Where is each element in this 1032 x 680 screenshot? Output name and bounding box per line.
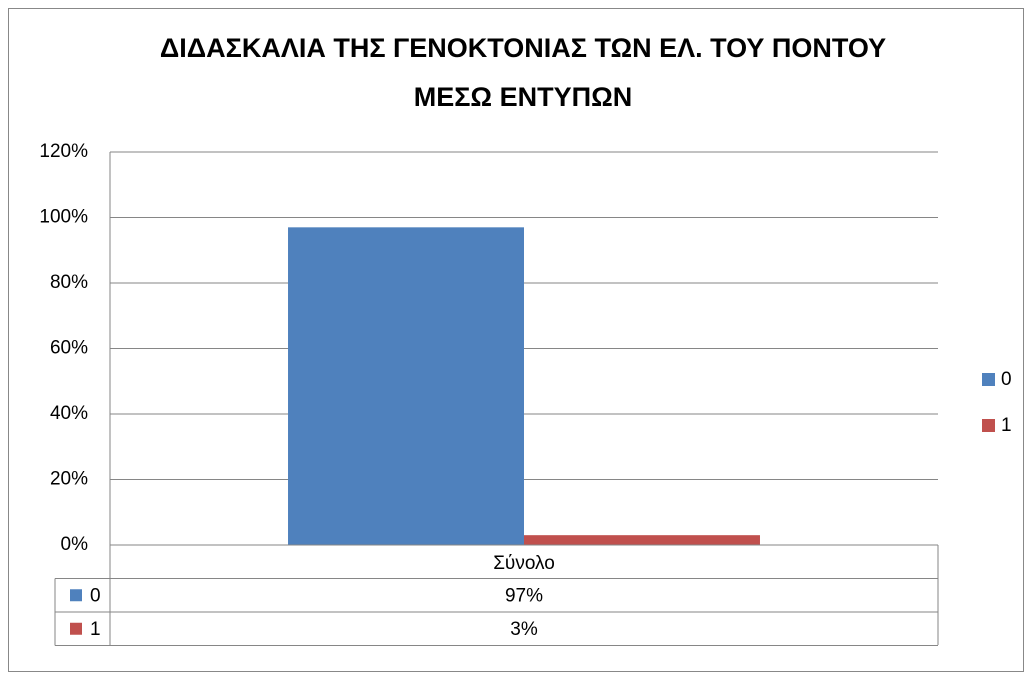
bar — [524, 535, 760, 545]
y-tick-label: 40% — [50, 403, 88, 424]
legend-swatch — [70, 589, 82, 602]
y-tick-label: 60% — [50, 338, 88, 359]
y-tick-label: 0% — [61, 534, 89, 555]
y-tick-label: 20% — [50, 469, 88, 490]
chart-title: ΔΙΔΑΣΚΑΛΙΑ ΤΗΣ ΓΕΝΟΚΤΟΝΙΑΣ ΤΩΝ ΕΛ. ΤΟΥ Π… — [159, 33, 887, 112]
x-tick-label: Σύνολο — [493, 553, 555, 574]
legend-label: 0 — [90, 585, 101, 606]
y-tick-label: 120% — [39, 141, 88, 162]
y-tick-label: 100% — [39, 207, 88, 228]
table-value: 97% — [505, 585, 543, 606]
legend-swatch — [70, 622, 82, 635]
legend-swatch — [982, 373, 995, 386]
y-tick-label: 80% — [50, 272, 88, 293]
table-value: 3% — [510, 619, 538, 640]
legend-label: 1 — [1001, 415, 1012, 436]
legend-label: 0 — [1001, 369, 1012, 390]
legend-label: 1 — [90, 619, 101, 640]
legend-swatch — [982, 419, 995, 432]
bar — [288, 227, 524, 545]
